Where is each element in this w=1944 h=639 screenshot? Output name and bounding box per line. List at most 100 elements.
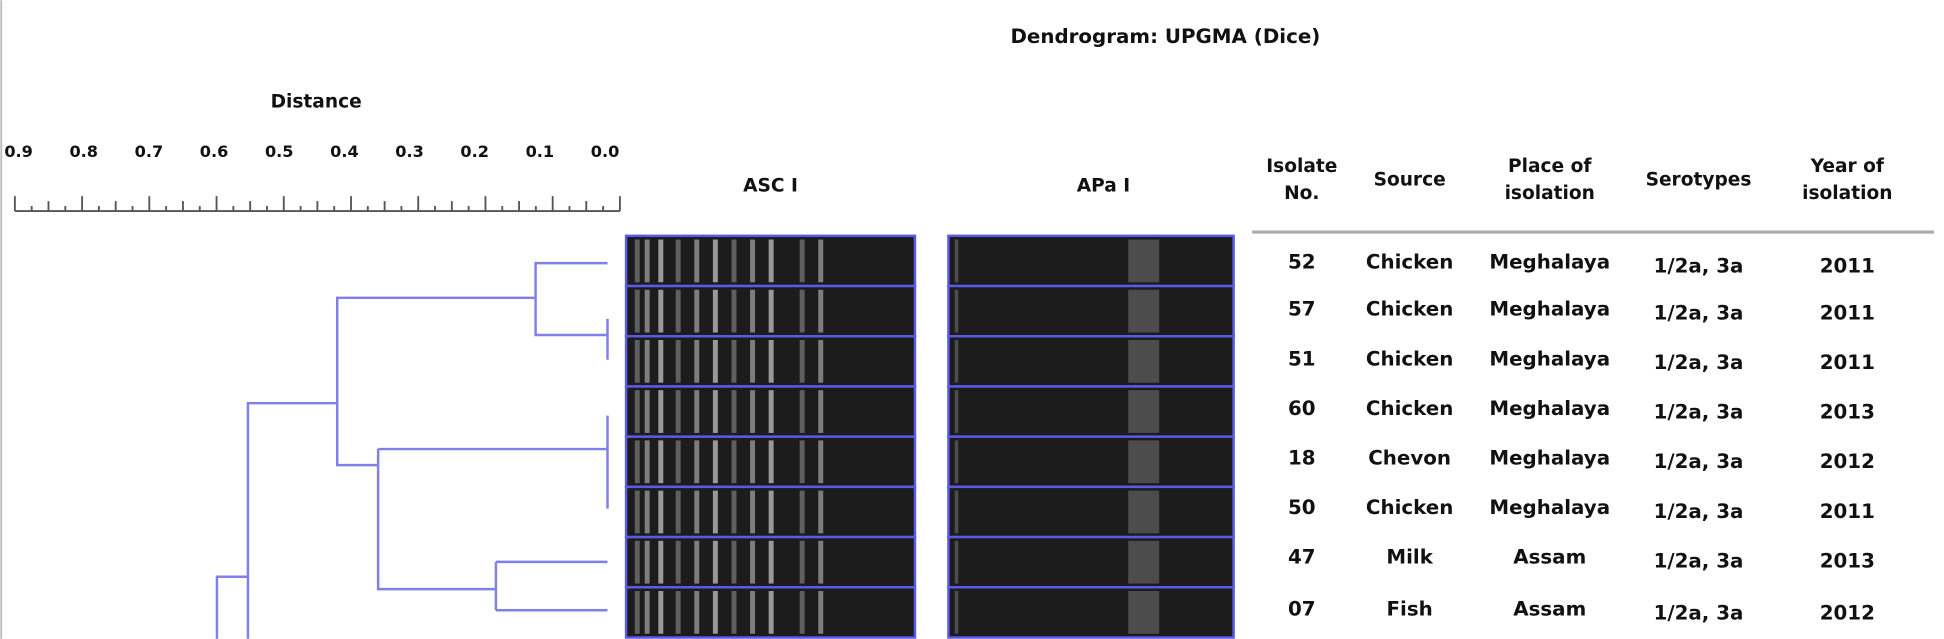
table-header: No. [1284, 183, 1319, 204]
table-cell: Chicken [1366, 347, 1453, 370]
gel-band [818, 490, 824, 534]
gel-band [675, 239, 681, 283]
gel-band [731, 390, 737, 433]
gel-band [644, 490, 650, 534]
gel-lane [947, 586, 1235, 639]
table-cell: 57 [1288, 298, 1316, 321]
gel-band [1128, 490, 1160, 534]
gel-band [731, 540, 737, 584]
gel-band [675, 540, 681, 584]
gel-band [750, 239, 756, 283]
gel-band [731, 440, 737, 484]
axis-tick-label: 0.4 [330, 142, 359, 161]
table-header: Serotypes [1646, 170, 1752, 191]
gel-band [818, 339, 824, 383]
gel-band [712, 289, 718, 333]
gel-band [634, 239, 640, 283]
gel-band [750, 440, 756, 484]
table-cell: 1/2a, 3a [1654, 500, 1744, 523]
gel-band [954, 440, 959, 484]
gel-band [644, 390, 650, 433]
table-cell: 1/2a, 3a [1654, 450, 1744, 473]
gel-band [675, 339, 681, 383]
table-cell: 18 [1288, 446, 1316, 469]
gel-band [658, 540, 664, 584]
gel-band [644, 440, 650, 484]
gel-lane [947, 485, 1235, 539]
table-header: Isolate [1266, 156, 1337, 177]
gel-band [658, 490, 664, 534]
gel-band [1128, 591, 1160, 634]
gel-band [954, 540, 959, 584]
gel-band [634, 591, 640, 634]
axis-tick-label: 0.1 [526, 142, 555, 161]
table-cell: Chicken [1366, 496, 1453, 519]
table-cell: 1/2a, 3a [1654, 601, 1744, 624]
table-cell: Assam [1513, 546, 1586, 569]
gel-band [694, 390, 700, 433]
gel-band [750, 390, 756, 433]
gel-band [644, 339, 650, 383]
gel-band [1128, 339, 1160, 383]
gel-lane [947, 334, 1235, 388]
table-cell: 47 [1288, 546, 1316, 569]
gel-band [768, 591, 774, 634]
table-header: Place of [1508, 156, 1592, 177]
gel-band [675, 440, 681, 484]
gel-band [768, 289, 774, 333]
table-cell: 1/2a, 3a [1654, 401, 1744, 424]
gel-band [954, 239, 959, 283]
table-cell: Fish [1387, 598, 1433, 621]
gel-band [634, 490, 640, 534]
gel-band [750, 540, 756, 584]
gel-band [750, 490, 756, 534]
table-cell: 2012 [1820, 450, 1875, 473]
figure-title: Dendrogram: UPGMA (Dice) [1010, 25, 1320, 48]
gel-band [712, 490, 718, 534]
axis-tick-label: 0.3 [395, 142, 424, 161]
gel-header: APa I [1077, 176, 1130, 197]
gel-band [712, 540, 718, 584]
table-cell: 60 [1288, 397, 1316, 420]
gel-lane [947, 234, 1235, 288]
table-header: Source [1374, 170, 1446, 191]
axis-tick-label: 0.7 [135, 142, 164, 161]
gel-band [694, 440, 700, 484]
gel-images [624, 234, 1235, 639]
gel-band [768, 440, 774, 484]
gel-band [818, 289, 824, 333]
table-cell: Milk [1386, 546, 1433, 569]
table-cell: Chicken [1366, 298, 1453, 321]
table-cell: Meghalaya [1489, 446, 1610, 469]
gel-band [750, 339, 756, 383]
gel-band [954, 490, 959, 534]
table-cell: Meghalaya [1489, 298, 1610, 321]
gel-band [954, 339, 959, 383]
gel-band [768, 390, 774, 433]
table-cell: 2011 [1820, 301, 1875, 324]
gel-band [644, 289, 650, 333]
gel-band [658, 339, 664, 383]
table-cell: 07 [1288, 598, 1316, 621]
axis-tick-label: 0.8 [69, 142, 98, 161]
table-cell: 2011 [1820, 500, 1875, 523]
gel-band [1128, 440, 1160, 484]
axis-tick-label: 0.6 [200, 142, 229, 161]
gel-band [768, 239, 774, 283]
axis-label: Distance [271, 91, 362, 112]
table-cell: 50 [1288, 496, 1316, 519]
gel-band [1128, 390, 1160, 433]
table-cell: Chicken [1366, 397, 1453, 420]
gel-band [750, 289, 756, 333]
gel-band [694, 540, 700, 584]
dendrogram [215, 261, 609, 639]
gel-band [694, 339, 700, 383]
table-cell: 2011 [1820, 351, 1875, 374]
gel-band [694, 289, 700, 333]
axis-tick-label: 0.2 [460, 142, 489, 161]
gel-band [799, 390, 805, 433]
gel-band [818, 591, 824, 634]
gel-band [634, 540, 640, 584]
gel-band [658, 440, 664, 484]
gel-band [658, 390, 664, 433]
